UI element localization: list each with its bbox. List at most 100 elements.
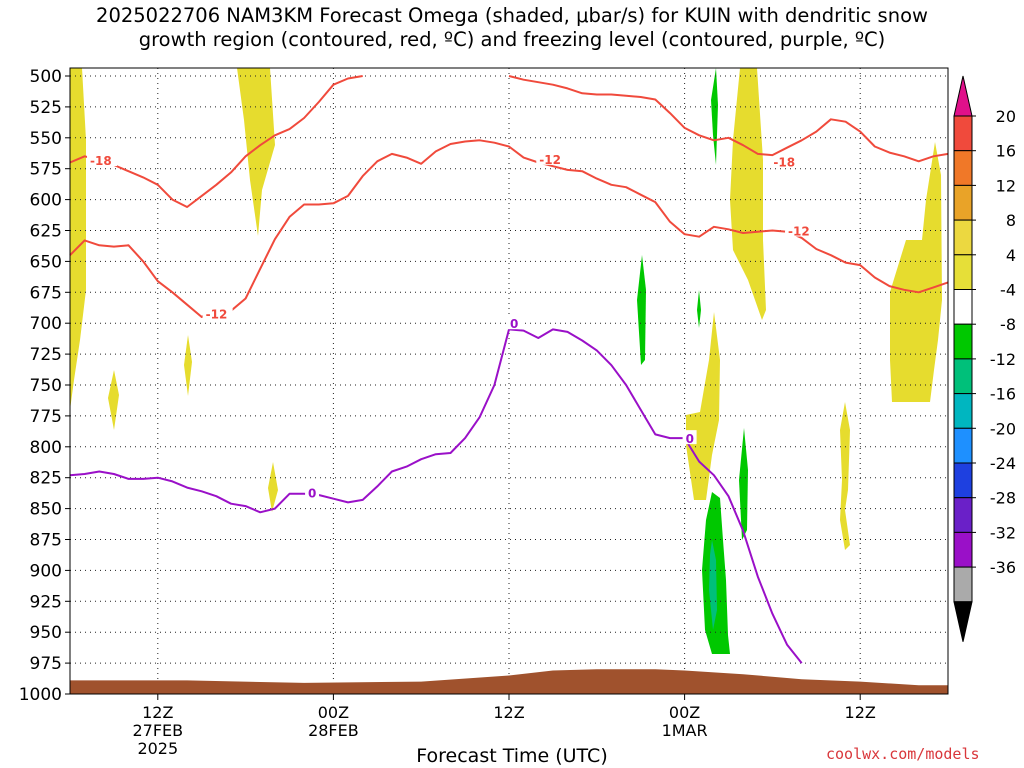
y-tick-label: 900 [30, 561, 62, 581]
chart-title-line-1: 2025022706 NAM3KM Forecast Omega (shaded… [96, 4, 928, 27]
x-tick-label: 2025 [137, 739, 178, 758]
y-tick-label: 925 [30, 592, 62, 612]
x-tick-label: 27FEB [132, 721, 183, 740]
y-tick-label: 775 [30, 407, 62, 427]
contour-label: -12 [539, 153, 561, 167]
x-tick-label: 12Z [142, 703, 173, 722]
colorbar-segment [953, 254, 973, 291]
colorbar-segment [953, 358, 973, 395]
y-tick-label: 1000 [19, 685, 62, 705]
colorbar-label: -36 [990, 558, 1016, 577]
contour-label-background [785, 222, 816, 237]
colorbar-segment [953, 150, 973, 186]
y-tick-label: 675 [30, 283, 62, 303]
grid [70, 68, 948, 695]
contour-label: 0 [308, 487, 316, 501]
y-tick-label: 875 [30, 531, 62, 551]
colorbar-label: -32 [990, 523, 1016, 542]
omega-positive-region [730, 68, 766, 320]
colorbar-label: -4 [1000, 281, 1016, 300]
omega-positive-region [184, 335, 192, 396]
colorbar-label: 12 [996, 176, 1016, 195]
y-tick-label: 750 [30, 376, 62, 396]
y-tick-label: 825 [30, 469, 62, 489]
colorbar-label: 16 [996, 142, 1016, 161]
contour-line [69, 328, 803, 664]
contour-label-background [507, 315, 521, 330]
omega-positive-region [686, 312, 720, 500]
contour-label-background [770, 153, 801, 168]
y-tick-label: 850 [30, 500, 62, 520]
colorbar-segment [953, 462, 973, 499]
contour-label: -18 [773, 155, 795, 169]
colorbar-label: -24 [990, 454, 1016, 473]
colorbar-label: -8 [1000, 315, 1016, 334]
omega-positive-region [268, 462, 278, 512]
y-tick-label: 600 [30, 191, 62, 211]
y-tick-label: 800 [30, 438, 62, 458]
y-tick-label: 625 [30, 222, 62, 242]
credit-link[interactable]: coolwx.com/models [826, 745, 980, 763]
x-tick-label: 1MAR [662, 721, 708, 740]
omega-positive-region [890, 142, 942, 402]
colorbar-segment [953, 497, 973, 533]
colorbar-segment [953, 219, 973, 256]
y-tick-label: 525 [30, 98, 62, 118]
contour-label: -12 [206, 307, 228, 321]
terrain-fill [70, 669, 948, 694]
omega-negative-region [739, 428, 748, 540]
contour-label-background [305, 484, 320, 499]
colorbar-segment [953, 393, 973, 429]
omega-negative-region [697, 290, 701, 328]
omega-positive-region [70, 68, 86, 410]
omega-strong-negative-region [709, 540, 717, 630]
x-axis-title: Forecast Time (UTC) [416, 745, 608, 767]
contour-label: -12 [788, 225, 810, 239]
colorbar-bottom-triangle [953, 601, 973, 642]
contour-label-background [87, 152, 118, 167]
y-tick-label: 575 [30, 160, 62, 180]
colorbar-label: -12 [990, 350, 1016, 369]
colorbar-segment [953, 323, 973, 360]
terrain-layer [70, 669, 948, 694]
plot-frame [69, 67, 949, 695]
chart-title: 2025022706 NAM3KM Forecast Omega (shaded… [0, 4, 1024, 52]
colorbar-label: 4 [1006, 246, 1016, 265]
omega-positive-region [108, 370, 119, 430]
colorbar-segment [953, 566, 973, 603]
colorbar-label: -16 [990, 385, 1016, 404]
colorbar-label: 20 [996, 107, 1016, 126]
y-tick-label: 950 [30, 623, 62, 643]
chart-title-line-2: growth region (contoured, red, ºC) and f… [138, 28, 886, 51]
colorbar-segment [953, 184, 973, 221]
colorbar-label: -28 [990, 489, 1016, 508]
contour-label: 0 [686, 432, 694, 446]
x-tick-label: 00Z [318, 703, 349, 722]
y-tick-label: 650 [30, 252, 62, 272]
y-tick-label: 975 [30, 654, 62, 674]
colorbar-segment [953, 531, 973, 568]
y-tick-label: 550 [30, 129, 62, 149]
contour-label-background [536, 150, 567, 165]
y-tick-label: 500 [30, 67, 62, 87]
omega-negative-region [637, 255, 646, 365]
colorbar-segment [953, 289, 973, 325]
contour-label: 0 [510, 317, 518, 331]
x-tick-label: 12Z [845, 703, 876, 722]
colorbar-label: -20 [990, 419, 1016, 438]
colorbar-top-triangle [953, 75, 973, 117]
contour-line [508, 75, 949, 163]
colorbar-segment [953, 427, 973, 464]
omega-negative-region [711, 68, 718, 165]
contours-layer: -18 -18 -12 -12 -12 0 0 0 [69, 75, 949, 664]
omega-shading-layer [70, 68, 942, 654]
x-tick-label: 28FEB [308, 721, 359, 740]
contour-line [69, 75, 363, 208]
colorbar: 20 16 12 8 4 -4 -8 -12 -16 -20 -24 -28 -32 -36 [953, 75, 1016, 642]
y-tick-label: 725 [30, 345, 62, 365]
omega-positive-region [840, 402, 850, 550]
contour-label: -18 [90, 154, 112, 168]
omega-positive-region [237, 68, 275, 236]
y-tick-label: 700 [30, 314, 62, 334]
